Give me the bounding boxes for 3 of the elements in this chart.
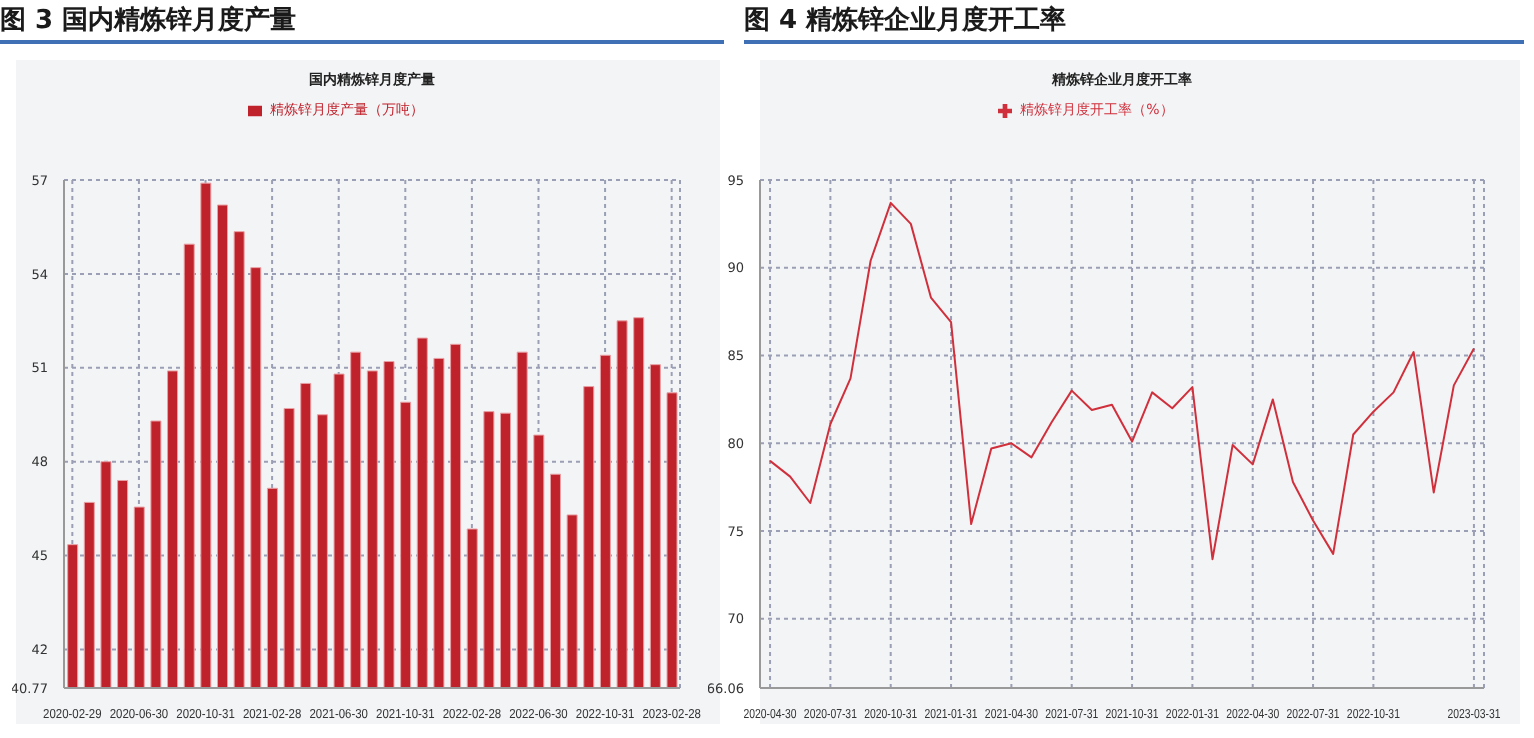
chart-title: 图 3 国内精炼锌月度产量 bbox=[0, 0, 724, 44]
line-series bbox=[769, 201, 1475, 561]
chart-title: 图 4 精炼锌企业月度开工率 bbox=[744, 0, 1524, 44]
